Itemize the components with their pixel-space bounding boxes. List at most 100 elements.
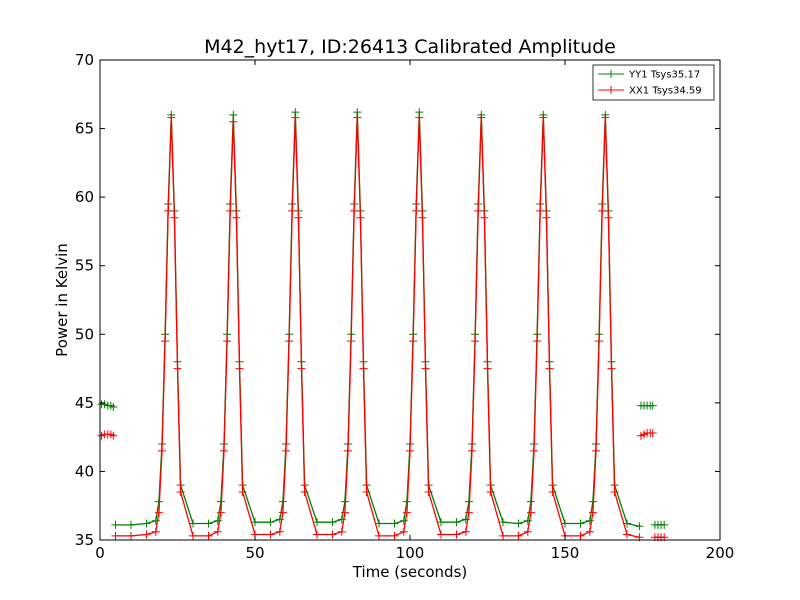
data-point xyxy=(514,519,523,528)
x-axis: 0 50 100 150 200 xyxy=(95,60,734,562)
data-point xyxy=(285,337,294,346)
plot-area xyxy=(100,60,720,540)
y-tick-label: 35 xyxy=(75,531,94,549)
data-point xyxy=(213,516,222,525)
legend-box xyxy=(592,64,715,101)
data-point xyxy=(576,519,585,528)
legend-entry-xx1: XX1 Tsys34.59 xyxy=(598,86,702,97)
data-point xyxy=(111,520,120,529)
data-point xyxy=(164,206,173,215)
data-point xyxy=(399,516,408,525)
legend-marker-yy1 xyxy=(607,70,615,78)
legend-marker-xx1 xyxy=(607,86,615,94)
data-point xyxy=(648,401,657,410)
data-point xyxy=(437,518,445,527)
data-point xyxy=(238,488,247,496)
data-point xyxy=(585,527,594,536)
data-point xyxy=(294,213,303,222)
data-point xyxy=(471,337,480,346)
data-point xyxy=(452,518,461,527)
data-point xyxy=(204,519,213,528)
data-point xyxy=(278,508,287,517)
data-point xyxy=(344,446,352,455)
data-point xyxy=(362,488,371,496)
data-point xyxy=(223,337,232,346)
data-point xyxy=(604,213,613,222)
legend: YY1 Tsys35.17 XX1 Tsys34.59 xyxy=(592,64,715,101)
data-point xyxy=(660,520,669,529)
data-point xyxy=(635,522,644,531)
data-point xyxy=(347,337,356,346)
data-point xyxy=(464,508,473,517)
data-point xyxy=(226,206,235,215)
x-tick-label: 100 xyxy=(396,544,425,562)
y-tick-label: 55 xyxy=(75,257,94,275)
chart-title: M42_hyt17, ID:26413 Calibrated Amplitude xyxy=(204,36,616,58)
data-point xyxy=(300,488,309,496)
data-point xyxy=(390,519,399,528)
legend-label-yy1: YY1 Tsys35.17 xyxy=(628,70,700,81)
data-point xyxy=(313,518,321,527)
plot-background xyxy=(100,60,720,540)
data-point xyxy=(486,488,495,496)
data-point xyxy=(204,531,213,540)
data-point xyxy=(109,431,118,440)
data-point xyxy=(415,113,424,122)
data-point xyxy=(412,206,421,215)
data-point xyxy=(288,206,297,215)
y-tick-label: 65 xyxy=(75,120,94,138)
data-point xyxy=(409,337,418,346)
data-point xyxy=(232,213,241,222)
data-point xyxy=(592,446,600,455)
data-point xyxy=(477,113,486,122)
data-point xyxy=(291,113,300,122)
data-point xyxy=(213,527,222,536)
data-point xyxy=(424,488,433,496)
data-point xyxy=(350,206,359,215)
data-point xyxy=(499,531,507,540)
y-tick-label: 50 xyxy=(75,325,94,343)
data-point xyxy=(161,337,170,346)
data-point xyxy=(275,515,284,524)
x-tick-label: 0 xyxy=(95,544,105,562)
data-point xyxy=(548,488,557,496)
data-point xyxy=(461,527,470,536)
data-point xyxy=(111,531,120,540)
data-point xyxy=(353,113,362,122)
data-point xyxy=(189,519,197,528)
data-point xyxy=(406,446,414,455)
y-axis: 35 40 45 50 55 60 65 70 xyxy=(75,51,720,549)
data-point xyxy=(452,530,461,539)
data-point xyxy=(480,213,489,222)
y-tick-label: 70 xyxy=(75,51,94,69)
data-point xyxy=(514,531,523,540)
data-point xyxy=(127,531,135,540)
data-point xyxy=(189,531,197,540)
data-point xyxy=(356,213,365,222)
data-point xyxy=(170,213,179,222)
data-point xyxy=(275,527,284,536)
data-point xyxy=(542,213,551,222)
data-point xyxy=(539,113,548,122)
y-tick-label: 60 xyxy=(75,188,94,206)
data-point xyxy=(142,519,151,528)
x-tick-label: 150 xyxy=(551,544,580,562)
data-point xyxy=(266,530,275,539)
data-point xyxy=(313,530,321,539)
data-point xyxy=(523,527,532,536)
data-point xyxy=(127,520,135,529)
data-point xyxy=(167,113,176,122)
data-point xyxy=(216,508,225,517)
data-point xyxy=(437,530,445,539)
data-point xyxy=(375,519,383,528)
data-point xyxy=(421,364,430,373)
data-point xyxy=(402,508,411,517)
x-tick-label: 50 xyxy=(245,544,264,562)
data-point xyxy=(585,516,594,525)
data-point xyxy=(483,364,492,373)
data-point xyxy=(375,531,383,540)
data-point xyxy=(561,519,569,528)
data-point xyxy=(266,518,275,527)
data-point xyxy=(598,206,607,215)
